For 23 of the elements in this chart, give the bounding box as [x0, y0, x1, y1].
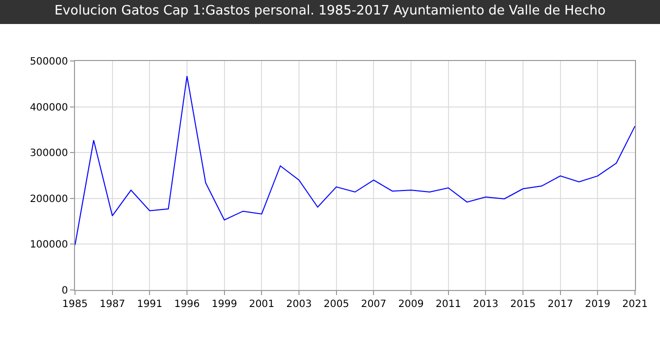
x-tick-label: 2015 [510, 299, 536, 310]
y-tick-label: 0 [62, 286, 68, 296]
y-tick-label: 300000 [30, 148, 68, 160]
x-tick-label: 2001 [248, 299, 274, 310]
y-tick-label: 400000 [30, 102, 68, 114]
x-tick-label: 2009 [398, 299, 424, 310]
x-tick-label: 2019 [584, 299, 610, 310]
x-tick-label: 1996 [174, 299, 200, 310]
x-tick-label: 2007 [360, 299, 386, 310]
x-tick-label: 2021 [622, 299, 648, 310]
x-tick-label: 2017 [548, 299, 574, 310]
x-tick-label: 2011 [436, 299, 462, 310]
x-tick-label: 1999 [212, 299, 238, 310]
x-tick-label: 1991 [136, 299, 162, 310]
chart-title: Evolucion Gatos Cap 1:Gastos personal. 1985-2017 Ayuntamiento de Valle de Hecho [54, 3, 606, 18]
x-tick-label: 1985 [62, 299, 88, 310]
x-tick-label: 2005 [324, 299, 350, 310]
x-tick-label: 1987 [100, 299, 126, 310]
y-tick-label: 100000 [30, 240, 68, 251]
y-tick-label: 200000 [30, 194, 68, 205]
y-tick-label: 500000 [30, 56, 68, 68]
x-tick-label: 2013 [472, 299, 498, 310]
x-tick-label: 2003 [286, 299, 312, 310]
